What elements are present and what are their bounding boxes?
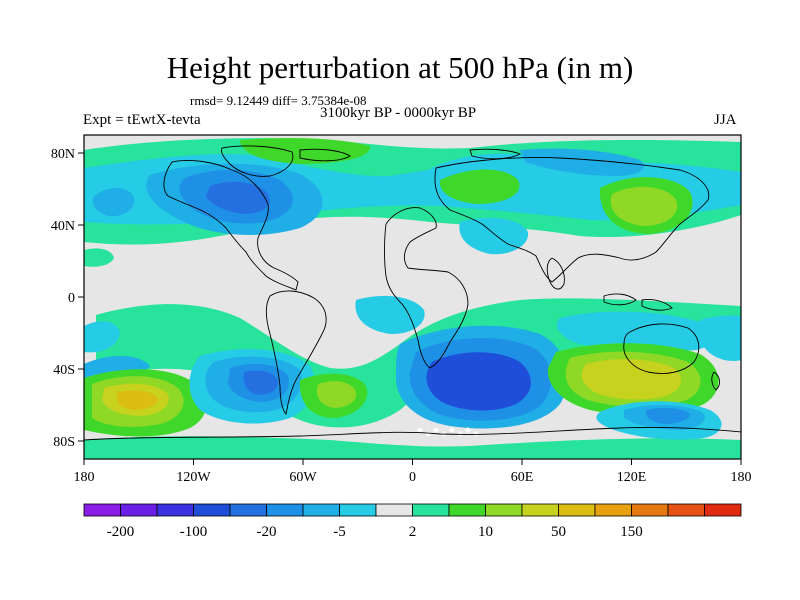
field-contour-11 — [92, 187, 135, 217]
colorbar-box — [485, 503, 523, 517]
colorbar-box — [229, 503, 267, 517]
colorbar-box — [302, 503, 340, 517]
field-contour-39 — [700, 315, 741, 362]
coastline-0 — [163, 159, 299, 291]
colorbar-box — [375, 503, 413, 517]
coastline-10 — [299, 148, 351, 162]
field-contour-28 — [355, 295, 425, 334]
colorbar-label: 50 — [551, 524, 566, 540]
missing-data-diamond — [465, 427, 471, 433]
coastlines — [84, 145, 741, 441]
colorbar-label: -200 — [107, 524, 135, 540]
field-contour-13 — [84, 248, 114, 267]
field-contour-9 — [610, 186, 678, 226]
experiment-label: Expt = tEwtX-tevta — [83, 112, 201, 128]
lat-tick-label: 0 — [68, 291, 75, 306]
colorbar-box — [193, 503, 231, 517]
coastline-8 — [711, 371, 721, 391]
lon-tick-label: 180 — [74, 470, 95, 485]
coastline-3 — [384, 207, 469, 369]
field-contour-16 — [84, 321, 120, 353]
lon-tick-label: 60E — [511, 470, 534, 485]
colorbar: -200 -100 -20 -5 2 10 50 150 — [83, 503, 742, 540]
field-contour-12 — [240, 138, 371, 164]
lon-tick-label: 0 — [409, 470, 416, 485]
coastline-5 — [546, 257, 565, 290]
season-label: JJA — [714, 112, 737, 128]
coastline-2 — [265, 290, 327, 415]
lat-tick-label: 80S — [53, 435, 75, 450]
field-contour-32 — [556, 311, 714, 352]
lat-tick-label: 40S — [53, 363, 75, 378]
lon-tick-label: 60W — [289, 470, 317, 485]
colorbar-label: -20 — [257, 524, 277, 540]
field-contour-31 — [426, 352, 531, 411]
coastline-7 — [623, 323, 700, 374]
missing-data-diamond — [433, 427, 439, 433]
lon-tick-label: 180 — [731, 470, 752, 485]
field-contour-21 — [116, 390, 158, 410]
lon-tick-label: 120E — [617, 470, 647, 485]
colorbar-box — [412, 503, 450, 517]
field-contour-15 — [84, 436, 741, 459]
field-contour-7 — [439, 169, 520, 204]
colorbar-box — [667, 503, 705, 517]
field-contour-35 — [581, 359, 681, 400]
period-subtitle: 3100kyr BP - 0000kyr BP — [320, 105, 477, 121]
missing-data-diamond — [417, 427, 423, 433]
coastline-1 — [221, 145, 294, 177]
lon-tick-label: 120W — [176, 470, 211, 485]
colorbar-box — [558, 503, 596, 517]
coastline-4 — [434, 157, 710, 283]
colorbar-box — [521, 503, 559, 517]
coastline-6 — [603, 293, 673, 311]
colorbar-label: 2 — [409, 524, 417, 540]
field-contour-4 — [206, 181, 270, 214]
field-contour-6 — [520, 148, 644, 176]
colorbar-box — [631, 503, 669, 517]
coastline-11 — [469, 148, 522, 160]
axis-ticks: 180 120W 60W 0 60E 120E 180 80N 40N 0 40S 80S — [51, 147, 752, 485]
colorbar-box — [594, 503, 632, 517]
colorbar-box — [120, 503, 158, 517]
map-title: Height perturbation at 500 hPa (in m) — [166, 50, 634, 85]
colorbar-label: -100 — [180, 524, 208, 540]
coastline-9 — [84, 427, 741, 441]
colorbar-label: 150 — [620, 524, 643, 540]
field-contour-27 — [316, 381, 357, 408]
lat-tick-label: 40N — [51, 219, 75, 234]
stats-label: rmsd= 9.12449 diff= 3.75384e-08 — [190, 93, 367, 108]
colorbar-box — [704, 503, 742, 517]
colorbar-box — [156, 503, 194, 517]
field-contour-25 — [243, 370, 278, 395]
colorbar-label: 10 — [478, 524, 493, 540]
field-contour-38 — [645, 407, 690, 424]
colorbar-box — [339, 503, 377, 517]
colorbar-box — [266, 503, 304, 517]
colorbar-box — [83, 503, 121, 517]
height-perturbation-field — [84, 135, 741, 459]
colorbar-label: -5 — [333, 524, 346, 540]
missing-data-diamond — [449, 427, 455, 433]
colorbar-box — [448, 503, 486, 517]
lat-tick-label: 80N — [51, 147, 75, 162]
missing-data-diamond — [425, 431, 431, 437]
